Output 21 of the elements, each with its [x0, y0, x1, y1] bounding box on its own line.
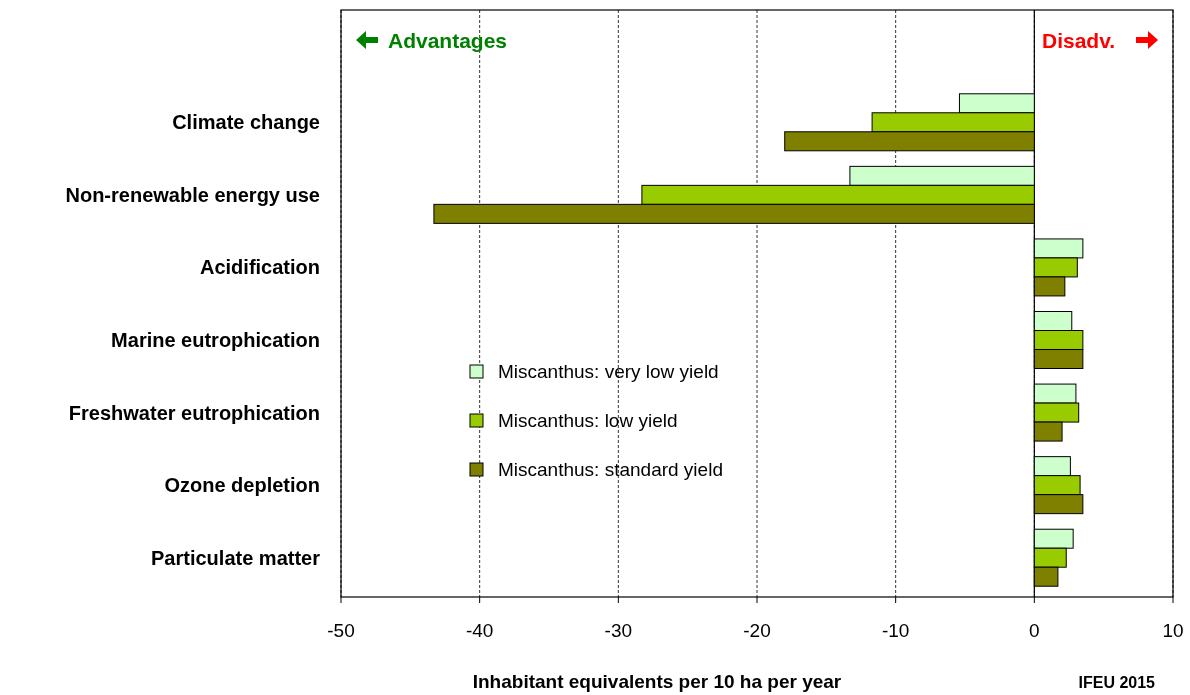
- text: Disadv.: [1042, 29, 1116, 52]
- x-tick-label: -40: [465, 620, 494, 641]
- legend-label: Miscanthus: very low yield: [498, 361, 719, 382]
- x-tick-label: -30: [604, 620, 633, 641]
- x-axis-title: Inhabitant equivalents per 10 ha per year: [472, 671, 842, 692]
- x-tick-label: -20: [743, 620, 771, 641]
- x-tick-label: -10: [881, 620, 910, 641]
- x-tick-label: 10: [1162, 620, 1184, 641]
- y-tick-label: Climate change: [172, 111, 320, 134]
- x-tick-label: -50: [327, 620, 355, 641]
- y-tick-label: Freshwater eutrophication: [68, 401, 320, 424]
- text: Advantages: [388, 29, 508, 52]
- y-tick-label: Marine eutrophication: [111, 329, 320, 351]
- legend-label: Miscanthus: standard yield: [498, 459, 723, 480]
- x-tick-label: 0: [1029, 620, 1040, 641]
- legend-label: Miscanthus: low yield: [498, 410, 678, 431]
- y-tick-label: Non-renewable energy use: [65, 183, 320, 206]
- y-tick-label: Particulate matter: [151, 546, 321, 569]
- y-tick-label: Acidification: [199, 256, 320, 279]
- text: IFEU 2015: [1078, 674, 1156, 691]
- y-tick-label: Ozone depletion: [164, 474, 320, 497]
